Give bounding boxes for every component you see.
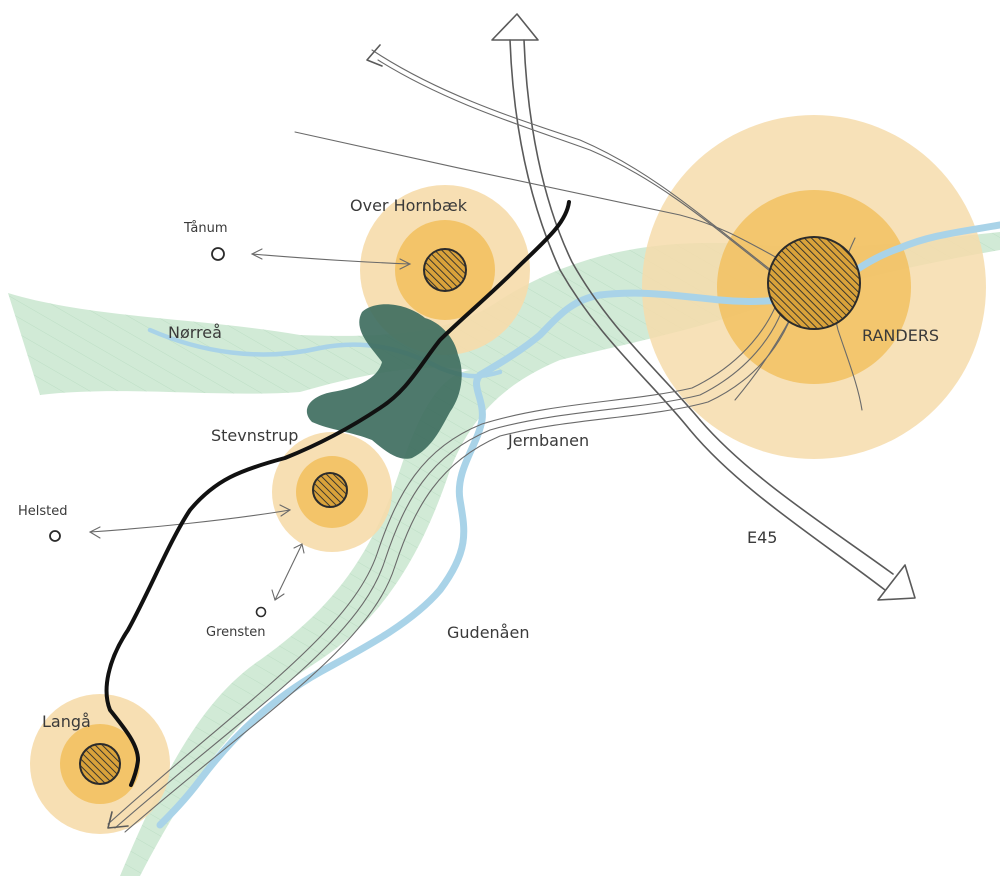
grensten-connection-arrow <box>271 543 305 601</box>
label-norreaa: Nørreå <box>168 323 222 342</box>
label-langaa: Langå <box>42 712 91 731</box>
e45-southeast-arrow-left <box>689 429 886 591</box>
e45-north-arrowhead <box>491 13 539 41</box>
stevnstrup-core <box>312 472 348 508</box>
helsted-marker <box>49 530 61 542</box>
langaa-arrowhead <box>107 811 129 829</box>
e45-southeast-arrowhead <box>877 564 916 601</box>
nw-arrowhead <box>366 44 383 67</box>
over-hornbaek-core <box>423 248 467 292</box>
label-randers: RANDERS <box>862 326 939 345</box>
helsted-connection-arrow <box>88 504 292 539</box>
river-valley-band <box>8 232 1000 876</box>
label-gudenaaen: Gudenåen <box>447 623 529 642</box>
label-e45: E45 <box>747 528 777 547</box>
label-jernbanen: Jernbanen <box>507 431 589 450</box>
label-over-hornbaek: Over Hornbæk <box>350 196 468 215</box>
label-taanum: Tånum <box>183 221 228 236</box>
langaa-core <box>79 743 121 785</box>
taanum-marker <box>211 247 225 261</box>
jernbanen-rail-2 <box>124 291 799 833</box>
label-grensten: Grensten <box>206 625 265 640</box>
e45-north-arrow-right <box>523 39 701 421</box>
label-helsted: Helsted <box>18 504 68 519</box>
west-road <box>294 131 801 271</box>
proposed-route-line <box>104 200 571 787</box>
jernbanen-rail-1 <box>114 289 789 829</box>
grensten-marker <box>255 606 267 618</box>
taanum-connection-arrow <box>250 248 412 270</box>
randers-core <box>767 236 861 330</box>
e45-southeast-arrow-right <box>699 419 894 575</box>
jernbanen-rail-3 <box>107 287 783 825</box>
forest-lake <box>306 304 462 459</box>
e45-north-arrow-left <box>509 39 691 431</box>
label-stevnstrup: Stevnstrup <box>211 426 298 445</box>
nw-road-2 <box>377 59 801 296</box>
